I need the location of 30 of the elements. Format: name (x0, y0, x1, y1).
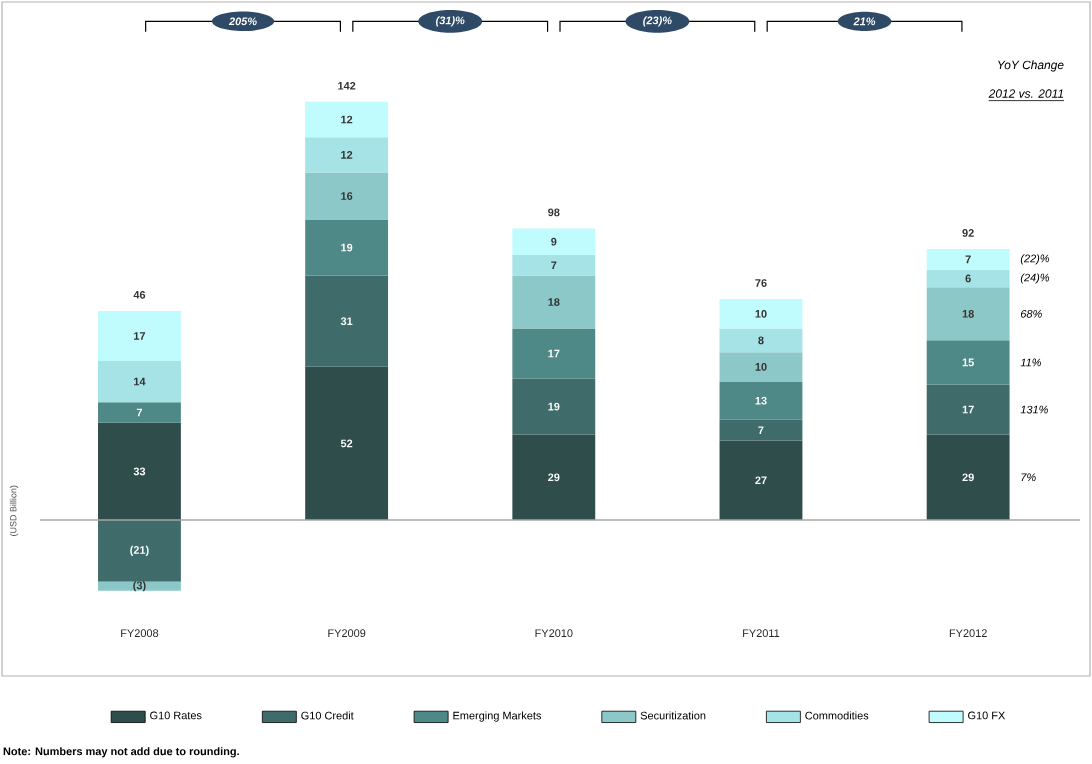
bar (926, 249, 1010, 270)
bar (98, 519, 181, 582)
bar (305, 137, 389, 173)
bar (512, 328, 596, 379)
bar (305, 219, 389, 276)
bar (305, 366, 389, 520)
bar (926, 269, 1010, 288)
bar (305, 101, 389, 138)
bar (305, 172, 389, 220)
bar (512, 378, 596, 435)
bar (926, 434, 1010, 520)
bar (98, 310, 181, 361)
bar (719, 299, 803, 329)
bar (305, 275, 389, 367)
bar (512, 228, 596, 255)
bar (512, 275, 596, 329)
bar (512, 254, 596, 276)
bar (512, 434, 596, 520)
bar (719, 419, 803, 441)
bar (98, 360, 181, 403)
bar (926, 340, 1010, 385)
bar (98, 422, 181, 520)
bar (719, 440, 803, 520)
bar (719, 381, 803, 420)
bar (98, 581, 181, 591)
bar (926, 384, 1010, 435)
bar (719, 328, 803, 353)
bar (719, 352, 803, 382)
bar (926, 287, 1010, 341)
bar (98, 402, 181, 423)
